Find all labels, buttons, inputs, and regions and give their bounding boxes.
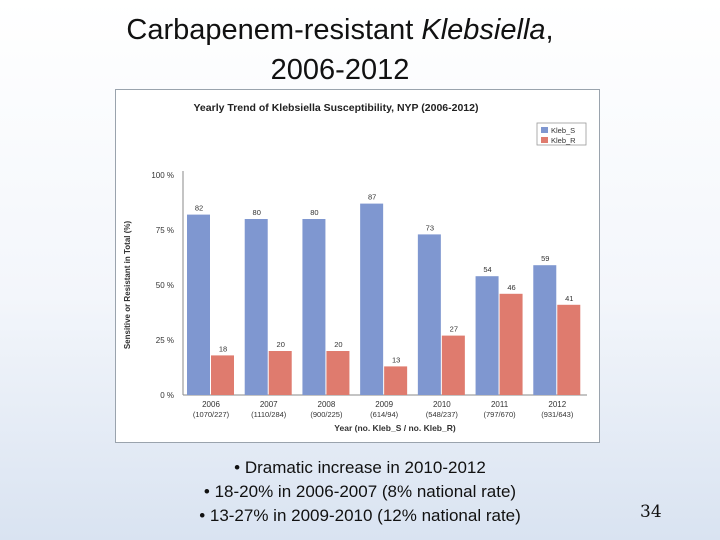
x-tick-label: 2010 [433, 400, 451, 409]
data-label-kleb-s: 80 [253, 208, 261, 217]
x-tick-label: 2008 [318, 400, 336, 409]
data-label-kleb-r: 27 [450, 325, 458, 334]
x-tick-count: (1110/284) [251, 410, 287, 419]
bar-kleb-r [557, 304, 581, 395]
title-text: Carbapenem-resistant [126, 14, 422, 46]
data-label-kleb-r: 46 [507, 283, 515, 292]
x-tick-label: 2012 [548, 400, 566, 409]
chart-title: Yearly Trend of Klebsiella Susceptibilit… [194, 102, 479, 114]
data-label-kleb-r: 20 [334, 340, 342, 349]
bar-kleb-r [499, 293, 523, 395]
bullet-item-2: • 18-20% in 2006-2007 (8% national rate) [203, 482, 517, 501]
y-tick-label: 0 % [160, 391, 174, 400]
legend-label-kleb-r: Kleb_R [551, 136, 576, 145]
y-tick-label: 100 % [151, 171, 174, 180]
legend-label-kleb-s: Kleb_S [551, 126, 575, 135]
x-tick-label: 2009 [375, 400, 393, 409]
x-tick-count: (548/237) [426, 410, 459, 419]
data-label-kleb-s: 82 [195, 204, 203, 213]
y-axis-label: Sensitive or Resistant in Total (%) [123, 221, 132, 350]
x-tick-label: 2011 [491, 400, 509, 409]
title-italic-text: Klebsiella [421, 14, 546, 46]
data-label-kleb-s: 73 [426, 223, 434, 232]
data-label-kleb-s: 80 [310, 208, 318, 217]
slide-title: Carbapenem-resistant Klebsiella, 2006-20… [60, 10, 620, 90]
x-tick-count: (614/94) [370, 410, 398, 419]
x-tick-count: (1070/227) [193, 410, 230, 419]
legend-box [536, 122, 587, 146]
data-label-kleb-r: 20 [277, 340, 285, 349]
data-label-kleb-r: 13 [392, 355, 400, 364]
x-tick-label: 2006 [202, 400, 220, 409]
x-axis-label: Year (no. Kleb_S / no. Kleb_R) [334, 423, 456, 433]
page-number: 34 [640, 502, 662, 522]
y-tick-label: 25 % [156, 336, 174, 345]
title-comma: , [545, 14, 554, 46]
x-tick-count: (797/670) [484, 410, 517, 419]
bar-kleb-r [211, 355, 234, 395]
bar-kleb-r [268, 351, 292, 395]
data-label-kleb-s: 59 [541, 254, 549, 263]
bar-kleb-s [360, 203, 384, 395]
y-tick-label: 75 % [156, 226, 174, 235]
bullet-item-3: • 13-27% in 2009-2010 (12% national rate… [199, 506, 521, 525]
bar-kleb-r [326, 351, 350, 395]
slide-title-line1: Carbapenem-resistant Klebsiella, [60, 10, 620, 50]
x-tick-count: (900/225) [310, 410, 343, 419]
bar-kleb-r [441, 335, 465, 395]
bar-kleb-s [302, 219, 326, 395]
bar-kleb-s [187, 214, 210, 395]
bar-kleb-s [475, 276, 499, 395]
x-tick-count: (931/643) [541, 410, 574, 419]
bar-kleb-s [533, 265, 557, 395]
y-tick-label: 50 % [156, 281, 174, 290]
legend-swatch-kleb-r [541, 137, 548, 143]
bullet-list: • Dramatic increase in 2010-2012 • 18-20… [140, 456, 580, 528]
bar-kleb-s [417, 234, 441, 395]
data-label-kleb-s: 54 [483, 265, 491, 274]
chart-frame: Yearly Trend of Klebsiella Susceptibilit… [115, 89, 600, 443]
bullet-item-1: • Dramatic increase in 2010-2012 [234, 458, 486, 477]
data-label-kleb-s: 87 [368, 193, 376, 202]
slide-title-line2: 2006-2012 [270, 54, 410, 86]
bar-kleb-r [384, 366, 408, 395]
bar-chart: Yearly Trend of Klebsiella Susceptibilit… [123, 102, 587, 433]
x-tick-label: 2007 [260, 400, 278, 409]
data-label-kleb-r: 41 [565, 294, 573, 303]
bar-kleb-s [244, 219, 268, 395]
data-label-kleb-r: 18 [219, 344, 227, 353]
legend-swatch-kleb-s [541, 127, 548, 133]
